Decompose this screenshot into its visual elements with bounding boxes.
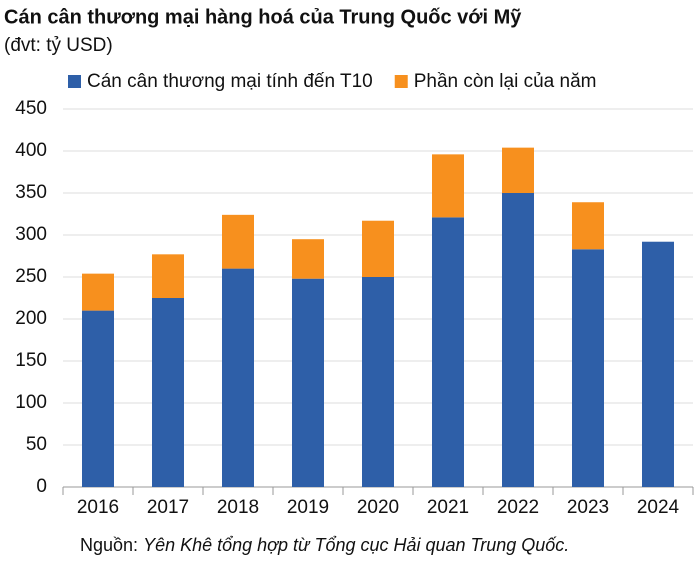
bar-segment [222, 268, 254, 487]
y-tick-label: 300 [15, 224, 47, 245]
y-tick-label: 450 [15, 98, 47, 119]
y-tick-label: 150 [15, 350, 47, 371]
bar-segment [222, 214, 254, 269]
y-tick-label: 350 [15, 182, 47, 203]
bar-segment [152, 254, 184, 298]
x-tick-label: 2021 [427, 497, 469, 518]
y-tick-label: 0 [36, 476, 47, 497]
x-tick-label: 2017 [147, 497, 189, 518]
y-tick-label: 400 [15, 140, 47, 161]
legend-swatch [68, 75, 81, 88]
bar-segment [292, 278, 324, 487]
bar-segment [432, 154, 464, 218]
x-tick-label: 2019 [287, 497, 329, 518]
source-text: Yên Khê tổng hợp từ Tổng cục Hải quan Tr… [143, 535, 569, 555]
y-tick-label: 100 [15, 392, 47, 413]
legend-label: Cán cân thương mại tính đến T10 [87, 71, 373, 92]
bar-segment [292, 239, 324, 279]
y-tick-label: 50 [26, 434, 47, 455]
bar-segment [152, 298, 184, 487]
bar-segment [82, 273, 114, 311]
source: Nguồn: Yên Khê tổng hợp từ Tổng cục Hải … [80, 535, 569, 555]
bar-segment [572, 202, 604, 250]
source-label: Nguồn: [80, 535, 138, 555]
legend-swatch [394, 75, 408, 88]
x-tick-label: 2018 [217, 497, 259, 518]
bar-segment [502, 147, 534, 193]
x-tick-label: 2022 [497, 497, 539, 518]
x-tick-label: 2024 [637, 497, 680, 518]
bar-segment [502, 193, 534, 487]
x-tick-label: 2023 [567, 497, 609, 518]
x-tick-label: 2016 [77, 497, 119, 518]
bar-segment [362, 277, 394, 487]
bar-segment [362, 220, 394, 277]
chart-title: Cán cân thương mại hàng hoá của Trung Qu… [4, 6, 522, 28]
bar-segment [432, 217, 464, 488]
bar-segment [642, 241, 674, 487]
bar-segment [82, 310, 114, 487]
legend-label: Phần còn lại của năm [414, 71, 597, 92]
x-tick-label: 2020 [357, 497, 399, 518]
bar-segment [572, 249, 604, 487]
y-tick-label: 200 [15, 308, 47, 329]
y-tick-label: 250 [15, 266, 47, 287]
chart-subtitle: (đvt: tỷ USD) [4, 35, 113, 56]
